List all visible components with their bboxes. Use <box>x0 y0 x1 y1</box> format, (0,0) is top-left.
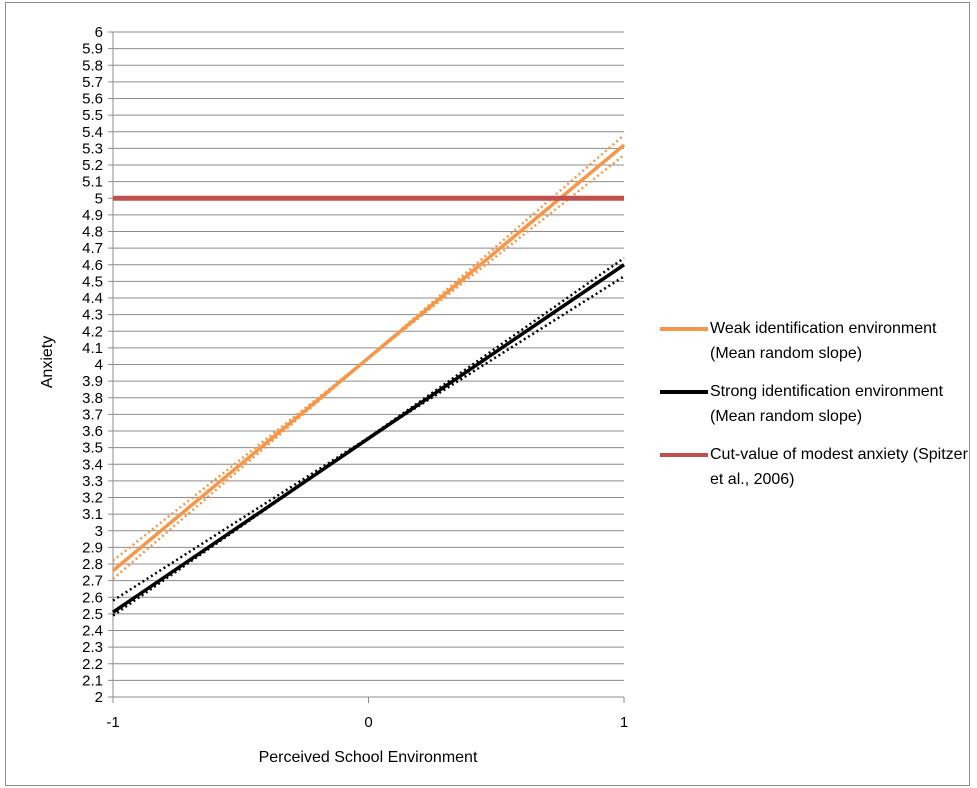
x-tick-label: 1 <box>620 714 628 731</box>
y-tick-label: 3.4 <box>82 456 103 473</box>
weak-identification-ci-lower <box>112 154 625 580</box>
x-axis-ticks: -1 0 1 <box>106 32 628 731</box>
y-tick-label: 4 <box>95 357 103 374</box>
y-tick-label: 4.5 <box>82 273 103 290</box>
y-tick-label: 2.1 <box>82 672 103 689</box>
legend-swatch-strong <box>660 390 708 394</box>
series-lines <box>111 134 626 617</box>
y-tick-label: 2.3 <box>82 639 103 656</box>
y-tick-label: 4.3 <box>82 307 103 324</box>
gridlines <box>113 31 624 698</box>
y-tick-label: 5.3 <box>82 140 103 157</box>
x-tick-label: -1 <box>106 714 119 731</box>
y-tick-label: 3.6 <box>82 423 103 440</box>
x-tick-label: 0 <box>364 714 372 731</box>
y-tick-label: 3 <box>95 523 103 540</box>
y-tick-label: 6 <box>95 24 103 41</box>
chart-frame <box>5 2 970 786</box>
y-tick-label: 2.7 <box>82 573 103 590</box>
y-tick-label: 2.6 <box>82 589 103 606</box>
y-tick-label: 4.2 <box>82 323 103 340</box>
y-tick-label: 4.8 <box>82 224 103 241</box>
y-tick-label: 5.7 <box>82 74 103 91</box>
legend-item-strong: Strong identification environment (Mean … <box>660 379 970 429</box>
y-axis-ticks: 22.12.22.32.42.52.62.72.82.933.13.23.33.… <box>82 24 113 706</box>
strong-identification-ci-lower <box>112 275 625 617</box>
y-tick-label: 2 <box>95 689 103 706</box>
strong-identification-ci-upper <box>112 257 625 602</box>
legend-item-cutoff: Cut-value of modest anxiety (Spitzer et … <box>660 442 970 492</box>
legend-label-weak: Weak identification environment (Mean ra… <box>710 320 937 362</box>
legend-swatch-cutoff <box>660 453 708 457</box>
y-tick-label: 3.5 <box>82 440 103 457</box>
y-tick-label: 4.4 <box>82 290 103 307</box>
y-tick-label: 5.6 <box>82 91 103 108</box>
x-axis-title: Perceived School Environment <box>259 749 478 766</box>
y-tick-label: 3.8 <box>82 390 103 407</box>
y-tick-label: 4.1 <box>82 340 103 357</box>
y-tick-label: 2.5 <box>82 606 103 623</box>
y-tick-label: 3.1 <box>82 506 103 523</box>
y-tick-label: 3.2 <box>82 490 103 507</box>
y-tick-label: 4.6 <box>82 257 103 274</box>
y-tick-label: 2.4 <box>82 623 103 640</box>
y-tick-label: 5.2 <box>82 157 103 174</box>
y-tick-label: 3.9 <box>82 373 103 390</box>
y-tick-label: 5.8 <box>82 57 103 74</box>
y-tick-label: 5.4 <box>82 124 103 141</box>
y-tick-label: 3.3 <box>82 473 103 490</box>
strong-identification-line <box>112 263 625 614</box>
legend-swatch-weak <box>660 327 708 331</box>
y-axis-title: Anxiety <box>39 336 56 388</box>
legend: Weak identification environment (Mean ra… <box>660 316 970 492</box>
legend-item-weak: Weak identification environment (Mean ra… <box>660 316 970 366</box>
legend-label-strong: Strong identification environment (Mean … <box>710 383 944 425</box>
y-tick-label: 4.7 <box>82 240 103 257</box>
y-tick-label: 2.9 <box>82 539 103 556</box>
y-tick-label: 3.7 <box>82 406 103 423</box>
y-tick-label: 2.2 <box>82 656 103 673</box>
y-tick-label: 4.9 <box>82 207 103 224</box>
weak-identification-line <box>111 143 626 572</box>
y-tick-label: 5.5 <box>82 107 103 124</box>
legend-label-cutoff: Cut-value of modest anxiety (Spitzer et … <box>710 446 968 488</box>
y-tick-label: 5.1 <box>82 174 103 191</box>
y-tick-label: 5.9 <box>82 41 103 58</box>
y-tick-label: 5 <box>95 190 103 207</box>
y-tick-label: 2.8 <box>82 556 103 573</box>
